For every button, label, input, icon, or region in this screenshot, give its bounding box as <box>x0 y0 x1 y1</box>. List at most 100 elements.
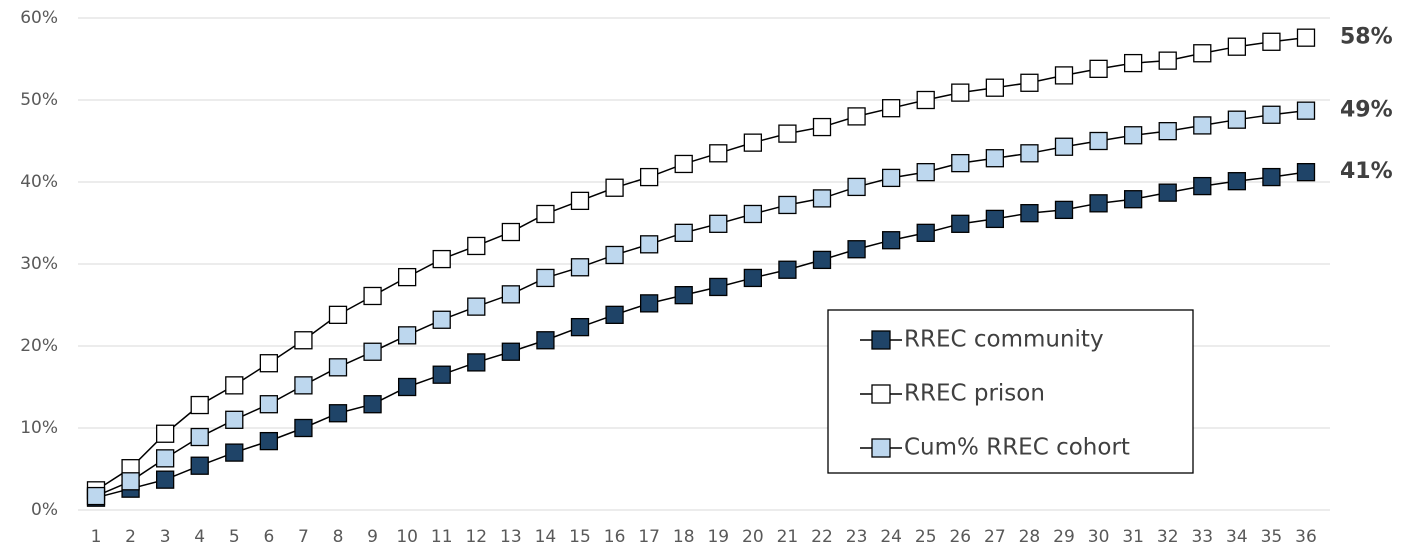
x-tick-label: 21 <box>777 527 799 547</box>
x-tick-label: 22 <box>811 527 833 547</box>
x-tick-label: 31 <box>1122 527 1144 547</box>
marker <box>259 395 279 414</box>
x-tick-label: 12 <box>465 527 487 547</box>
x-tick-label: 24 <box>880 527 902 547</box>
marker <box>881 231 901 250</box>
x-tick-label: 6 <box>263 527 274 547</box>
marker <box>1296 101 1316 120</box>
marker <box>812 250 832 270</box>
legend-label: RREC community <box>904 327 1104 353</box>
marker <box>639 167 659 187</box>
marker <box>259 431 279 451</box>
marker <box>1227 172 1247 191</box>
x-tick-label: 19 <box>707 527 729 547</box>
marker <box>985 209 1005 229</box>
legend-label: Cum% RREC cohort <box>904 435 1130 461</box>
x-tick-label: 13 <box>500 527 522 547</box>
marker <box>536 204 555 224</box>
marker <box>778 124 797 143</box>
marker <box>155 449 175 468</box>
marker <box>294 418 313 438</box>
marker <box>985 149 1005 168</box>
x-tick-label: 2 <box>125 527 136 547</box>
x-tick-label: 35 <box>1261 527 1283 547</box>
marker <box>225 410 244 429</box>
marker <box>397 377 417 397</box>
marker <box>467 236 486 256</box>
marker <box>847 177 866 197</box>
legend-label: RREC prison <box>904 381 1045 407</box>
marker <box>674 286 693 305</box>
y-tick-label: 60% <box>20 8 58 28</box>
marker <box>847 240 866 259</box>
marker <box>674 154 693 174</box>
y-tick-label: 40% <box>20 172 58 192</box>
marker <box>1020 73 1039 92</box>
marker <box>951 83 970 102</box>
marker <box>709 144 728 163</box>
marker <box>397 326 417 345</box>
end-label: 49% <box>1340 98 1393 123</box>
marker <box>1054 137 1074 156</box>
marker <box>778 260 797 279</box>
marker <box>155 424 175 443</box>
marker <box>951 214 970 233</box>
x-tick-label: 16 <box>604 527 626 547</box>
marker <box>397 267 417 287</box>
end-label: 58% <box>1340 25 1393 50</box>
marker <box>1296 28 1316 47</box>
legend-marker <box>871 438 891 458</box>
marker <box>501 222 521 242</box>
marker <box>570 258 590 277</box>
legend-marker <box>871 330 891 350</box>
x-tick-label: 15 <box>569 527 591 547</box>
marker <box>916 163 935 182</box>
x-tick-label: 8 <box>333 527 344 547</box>
marker <box>1020 144 1039 163</box>
x-tick-label: 25 <box>915 527 937 547</box>
x-tick-label: 4 <box>194 527 205 547</box>
marker <box>743 204 763 224</box>
marker <box>190 456 209 475</box>
marker <box>86 486 106 506</box>
marker <box>674 223 693 242</box>
marker <box>1227 110 1247 129</box>
marker <box>1158 183 1177 202</box>
marker <box>639 294 659 313</box>
marker <box>432 365 451 384</box>
marker <box>1158 51 1177 70</box>
marker <box>294 331 313 350</box>
x-tick-label: 11 <box>431 527 453 547</box>
x-tick-label: 18 <box>673 527 695 547</box>
marker <box>536 268 555 288</box>
marker <box>294 376 313 395</box>
marker <box>328 358 348 377</box>
marker <box>328 305 348 324</box>
x-tick-label: 3 <box>160 527 171 547</box>
x-tick-label: 34 <box>1226 527 1248 547</box>
marker <box>743 133 763 152</box>
marker <box>225 376 244 395</box>
marker <box>432 310 451 329</box>
marker <box>778 195 797 215</box>
marker <box>1262 105 1281 124</box>
y-tick-label: 30% <box>20 254 58 274</box>
marker <box>467 297 486 316</box>
marker <box>1020 204 1039 223</box>
marker <box>501 342 521 361</box>
marker <box>605 245 624 265</box>
x-tick-label: 32 <box>1157 527 1179 547</box>
marker <box>363 286 382 306</box>
marker <box>363 395 382 414</box>
y-tick-label: 50% <box>20 90 58 110</box>
marker <box>1262 32 1281 51</box>
x-tick-label: 10 <box>396 527 418 547</box>
marker <box>812 189 832 208</box>
marker <box>363 342 382 361</box>
marker <box>259 354 279 373</box>
marker <box>1089 59 1108 78</box>
marker <box>1227 37 1247 56</box>
marker <box>1193 116 1212 135</box>
x-tick-label: 1 <box>91 527 102 547</box>
